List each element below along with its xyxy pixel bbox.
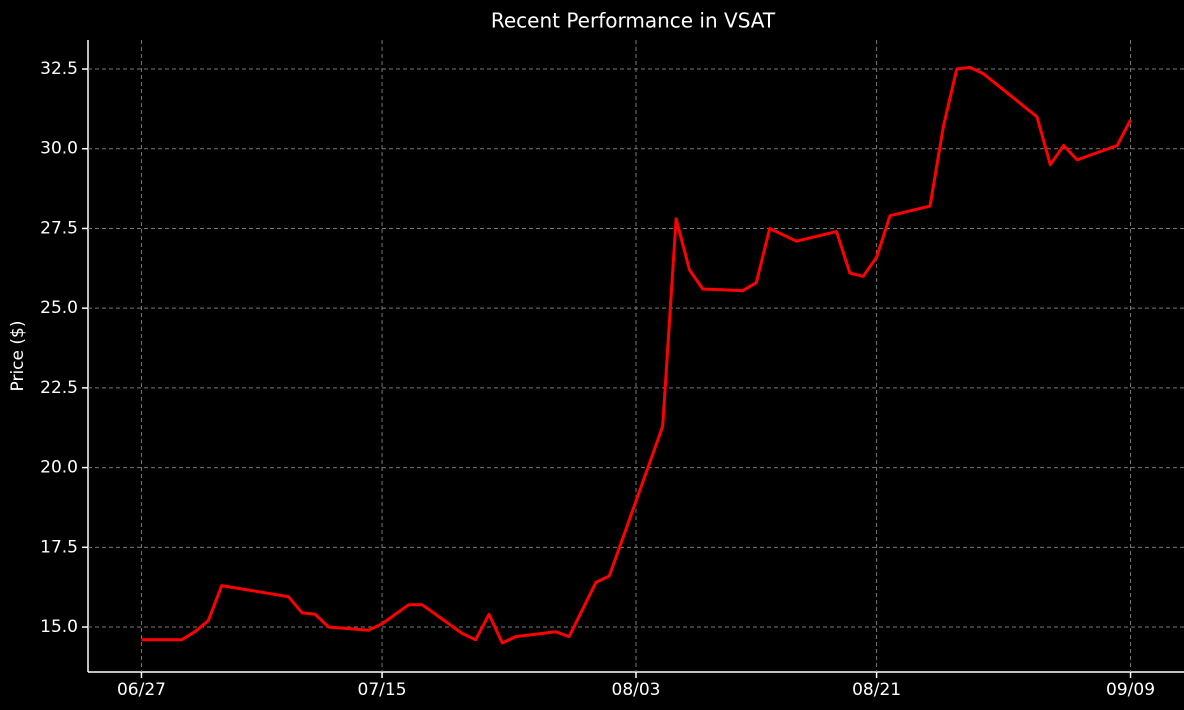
y-tick-label: 15.0 (40, 617, 78, 637)
x-tick-label: 08/21 (852, 680, 901, 700)
price-line (141, 65, 1132, 645)
x-tick-label: 06/27 (117, 680, 166, 700)
y-tick-label: 25.0 (40, 298, 78, 318)
y-tick-label: 30.0 (40, 139, 78, 159)
x-tick-label: 07/15 (358, 680, 407, 700)
x-tick-label: 08/03 (612, 680, 661, 700)
y-tick-label: 17.5 (40, 537, 78, 557)
x-tick-label: 09/09 (1106, 680, 1155, 700)
y-tick-label: 27.5 (40, 218, 78, 238)
chart-title: Recent Performance in VSAT (491, 9, 776, 33)
y-axis-label: Price ($) (8, 321, 28, 392)
y-tick-label: 22.5 (40, 378, 78, 398)
y-tick-label: 20.0 (40, 458, 78, 478)
y-tick-label: 32.5 (40, 59, 78, 79)
